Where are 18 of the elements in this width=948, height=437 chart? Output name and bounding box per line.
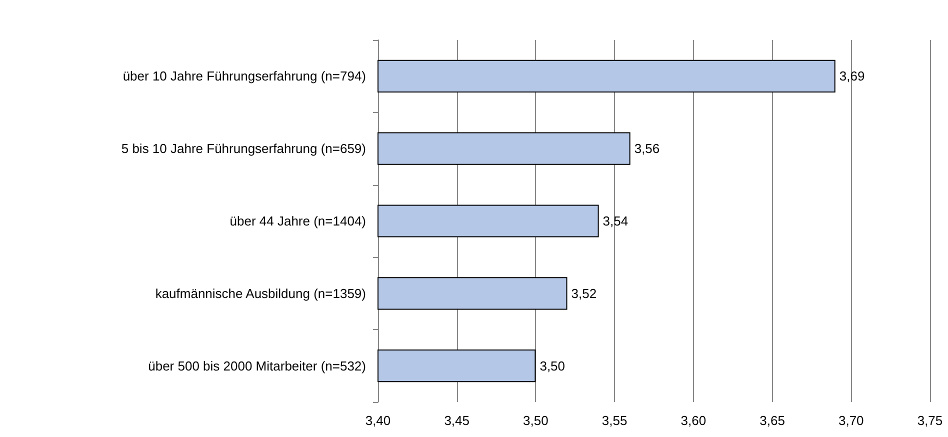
- x-tick-label: 3,75: [917, 413, 943, 428]
- x-tick-label: 3,50: [523, 413, 548, 428]
- y-tick-label: über 44 Jahre (n=1404): [230, 214, 366, 228]
- x-tick-label: 3,65: [760, 413, 785, 428]
- y-tick-label: 5 bis 10 Jahre Führungserfahrung (n=659): [121, 141, 366, 156]
- y-tick-label: kaufmännische Ausbildung (n=1359): [155, 286, 366, 301]
- x-tick-label: 3,70: [838, 413, 864, 428]
- data-label: 3,54: [602, 214, 628, 228]
- data-label: 3,50: [540, 358, 566, 374]
- x-tick-label: 3,55: [602, 413, 628, 428]
- x-tick-label: 3,40: [365, 413, 391, 428]
- x-tick-label: 3,60: [680, 413, 706, 428]
- y-tick-label: über 10 Jahre Führungserfahrung (n=794): [122, 68, 366, 84]
- data-label: 3,52: [571, 286, 597, 301]
- data-label: 3,56: [634, 141, 660, 156]
- x-tick-label: 3,45: [444, 413, 470, 428]
- data-label: 3,69: [839, 68, 865, 84]
- y-tick-label: über 500 bis 2000 Mitarbeiter (n=532): [148, 358, 366, 374]
